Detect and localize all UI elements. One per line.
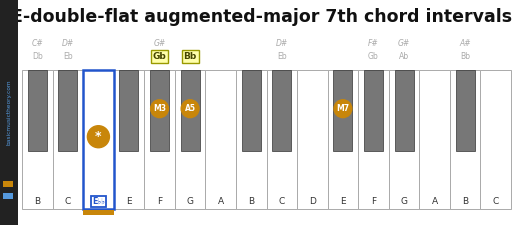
Text: C: C (492, 197, 499, 206)
Bar (456, 70, 475, 151)
Text: basicmusictheory.com: basicmusictheory.com (7, 80, 11, 145)
Text: C: C (279, 197, 285, 206)
Bar (389, 70, 419, 209)
Bar (364, 70, 383, 151)
Text: G: G (187, 197, 193, 206)
Text: *: * (95, 130, 102, 143)
Bar (333, 70, 352, 151)
Bar (83, 210, 114, 215)
Text: C#: C# (31, 39, 43, 48)
Text: A5: A5 (185, 104, 195, 113)
Bar (272, 70, 291, 151)
Bar (22, 70, 52, 209)
Bar (114, 70, 144, 209)
Bar (52, 70, 83, 209)
Bar (175, 70, 205, 209)
Text: Eb: Eb (63, 52, 73, 61)
Text: B: B (462, 197, 468, 206)
Text: A: A (431, 197, 438, 206)
Circle shape (181, 100, 199, 118)
Text: D#: D# (62, 39, 74, 48)
Bar (266, 70, 297, 209)
Bar (205, 70, 236, 209)
Text: F#: F# (368, 39, 379, 48)
Text: M3: M3 (153, 104, 166, 113)
Text: Bb: Bb (460, 52, 470, 61)
Bar (242, 70, 261, 151)
Text: Gb: Gb (153, 52, 166, 61)
Text: E: E (340, 197, 346, 206)
Bar (450, 70, 481, 209)
Bar (419, 70, 450, 209)
Bar (3, 193, 13, 199)
Text: Ab: Ab (399, 52, 409, 61)
Text: D: D (309, 197, 316, 206)
Text: G#: G# (398, 39, 410, 48)
Text: B: B (248, 197, 254, 206)
Bar (58, 70, 77, 151)
Bar (28, 70, 47, 151)
Bar (358, 70, 389, 209)
Text: G: G (401, 197, 407, 206)
Text: A: A (218, 197, 224, 206)
Bar (181, 70, 200, 151)
Bar (328, 70, 358, 209)
Text: Eb: Eb (277, 52, 287, 61)
Text: F: F (371, 197, 376, 206)
Bar (3, 181, 13, 187)
Text: Db: Db (32, 52, 43, 61)
Bar (0, 0, 18, 225)
Text: M7: M7 (337, 104, 349, 113)
Circle shape (334, 100, 352, 118)
Text: A#: A# (459, 39, 471, 48)
Bar (83, 70, 114, 209)
Text: Gb: Gb (368, 52, 379, 61)
Text: E♭♭: E♭♭ (92, 197, 105, 206)
Bar (394, 70, 413, 151)
Bar (481, 70, 511, 209)
Text: E: E (126, 197, 132, 206)
Text: Bb: Bb (184, 52, 196, 61)
Bar (297, 70, 328, 209)
Text: F: F (157, 197, 162, 206)
Text: D#: D# (275, 39, 288, 48)
Circle shape (87, 126, 109, 148)
Bar (150, 70, 169, 151)
Bar (236, 70, 266, 209)
Text: B: B (34, 197, 41, 206)
Text: E-double-flat augmented-major 7th chord intervals: E-double-flat augmented-major 7th chord … (11, 8, 512, 26)
Text: G#: G# (153, 39, 166, 48)
Bar (83, 70, 114, 209)
Bar (120, 70, 139, 151)
Circle shape (151, 100, 168, 118)
Bar (144, 70, 175, 209)
Text: C: C (65, 197, 71, 206)
